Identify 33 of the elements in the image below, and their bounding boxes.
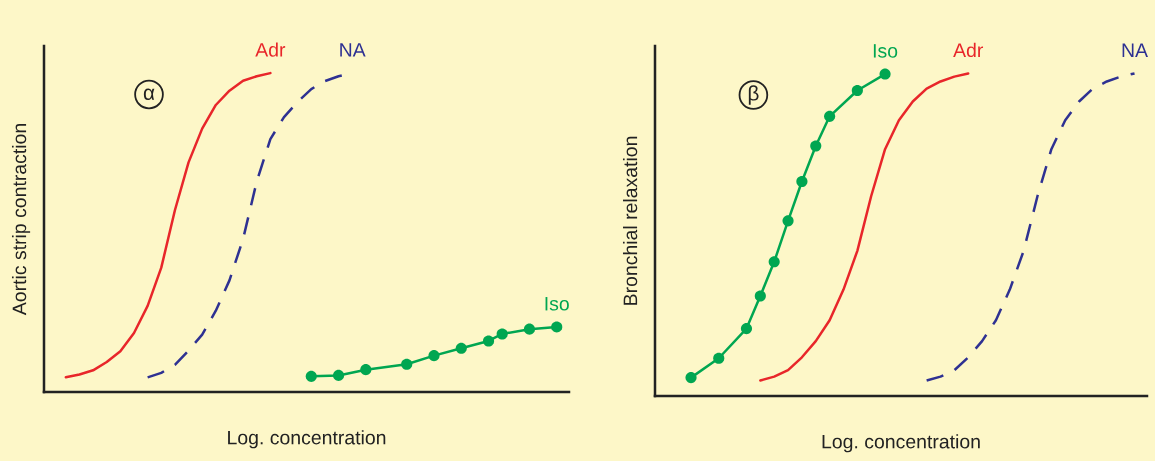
- point: [796, 175, 808, 188]
- x-axis-title: Log. concentration: [822, 434, 980, 453]
- point: [401, 358, 413, 370]
- point: [685, 372, 697, 384]
- x-axis-title: Log. concentration: [228, 430, 386, 449]
- point: [713, 352, 725, 364]
- annotation: α: [143, 88, 155, 101]
- series-label: NA: [1122, 43, 1148, 57]
- series-label: Adr: [953, 42, 984, 58]
- point: [782, 215, 794, 227]
- point: [482, 335, 495, 347]
- point: [455, 342, 467, 354]
- point: [810, 140, 822, 152]
- series-label: NA: [340, 43, 366, 57]
- point: [305, 370, 317, 382]
- point: [879, 68, 891, 80]
- y-axis-title: Bronchial relaxation: [622, 136, 638, 305]
- point: [824, 110, 836, 122]
- y-axis-title: Aortic strip contraction: [11, 124, 31, 316]
- point: [360, 364, 372, 376]
- series-label: Iso: [873, 44, 898, 58]
- point: [551, 321, 563, 333]
- point: [523, 323, 536, 335]
- point: [851, 84, 863, 97]
- series-label: Iso: [545, 297, 569, 311]
- point: [332, 369, 345, 381]
- point: [496, 328, 508, 340]
- point: [740, 323, 753, 335]
- point: [754, 290, 766, 302]
- point: [768, 256, 780, 268]
- series-label: Adr: [255, 42, 286, 57]
- point: [428, 350, 440, 362]
- annotation: β: [748, 85, 759, 105]
